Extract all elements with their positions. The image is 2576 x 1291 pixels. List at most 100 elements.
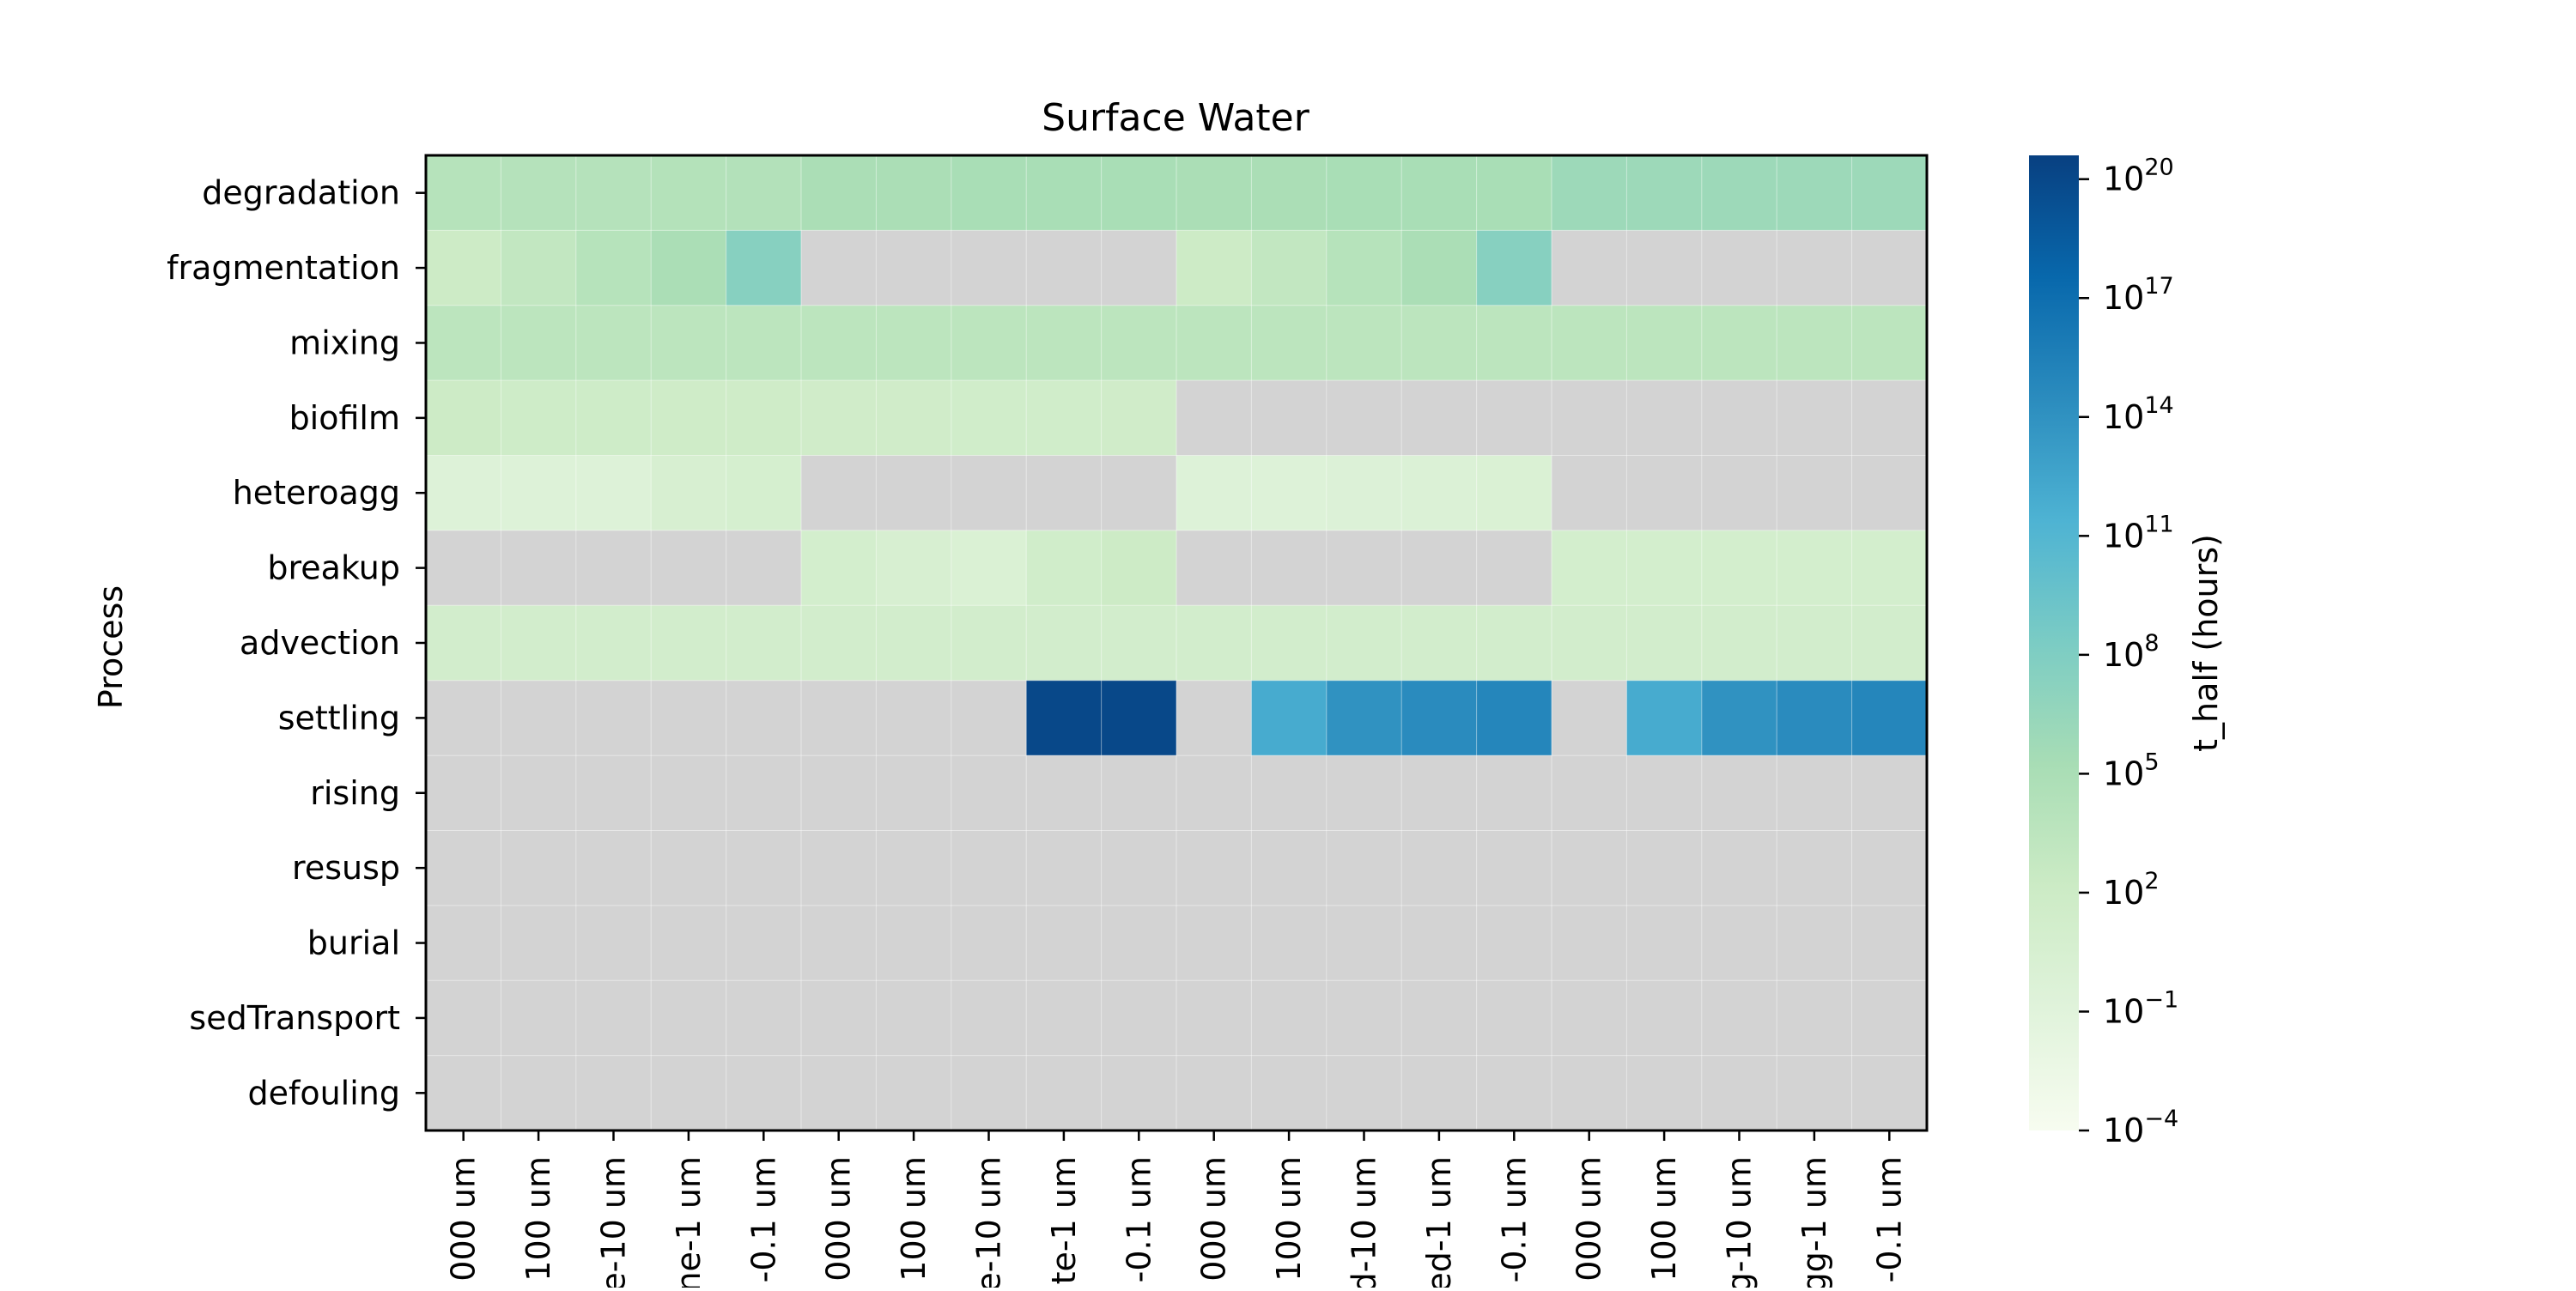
heatmap-cell — [1101, 305, 1177, 381]
row-label: fragmentation — [167, 249, 400, 287]
heatmap-cell — [1851, 380, 1928, 457]
heatmap-cell — [726, 830, 802, 906]
heatmap-cell — [1026, 380, 1103, 457]
heatmap-cell — [1476, 380, 1552, 457]
heatmap-cell — [801, 755, 877, 831]
heatmap-cell — [1777, 380, 1853, 457]
heatmap-cell — [1626, 605, 1703, 682]
heatmap-cell — [1777, 605, 1853, 682]
heatmap-cell — [726, 980, 802, 1057]
column-label: 100 um — [519, 1156, 557, 1282]
column-label: e-10 um — [970, 1156, 1008, 1288]
column-label: ne-1 um — [670, 1156, 708, 1288]
heatmap-cell — [1701, 305, 1777, 381]
heatmap-cell — [1777, 680, 1853, 756]
column-label: gg-1 um — [1795, 1156, 1833, 1288]
heatmap-cell — [951, 455, 1027, 531]
heatmap-cell — [575, 380, 652, 457]
heatmap-cell — [726, 455, 802, 531]
column-label: 000 um — [1195, 1156, 1233, 1282]
heatmap-cell — [651, 755, 727, 831]
heatmap-cell — [1251, 605, 1327, 682]
colorbar-tick-label: 10−4 — [2103, 1106, 2178, 1149]
heatmap-cell — [1026, 455, 1103, 531]
heatmap-cell — [801, 605, 877, 682]
heatmap-cell — [1176, 830, 1252, 906]
row-label: settling — [278, 699, 400, 736]
heatmap-cell — [1326, 530, 1402, 606]
heatmap-cell — [1176, 455, 1252, 531]
heatmap-cell — [501, 155, 577, 231]
heatmap-cell — [1326, 305, 1402, 381]
heatmap-cell — [1777, 305, 1853, 381]
heatmap-cell — [1476, 605, 1552, 682]
heatmap-cell — [1851, 605, 1928, 682]
heatmap-cell — [1251, 980, 1327, 1057]
heatmap-cell — [1251, 830, 1327, 906]
heatmap-cell — [1401, 980, 1478, 1057]
heatmap-cell — [876, 155, 952, 231]
heatmap-cell — [1401, 455, 1478, 531]
colorbar-tick-label: 10−1 — [2103, 986, 2178, 1030]
heatmap-cell — [876, 680, 952, 756]
colorbar-tick-label: 108 — [2103, 630, 2160, 674]
colorbar-gradient — [2029, 155, 2079, 1130]
heatmap-cell — [426, 680, 501, 756]
heatmap-cell — [951, 1055, 1027, 1131]
heatmap-cell — [1701, 755, 1777, 831]
heatmap-cell — [1626, 530, 1703, 606]
heatmap-cell — [1777, 230, 1853, 306]
heatmap-cell — [951, 680, 1027, 756]
heatmap-cell — [1552, 455, 1627, 531]
heatmap-cell — [651, 530, 727, 606]
heatmap-cell — [426, 305, 501, 381]
row-label: burial — [307, 924, 400, 962]
heatmap-cell — [801, 680, 877, 756]
column-label: 100 um — [1645, 1156, 1683, 1282]
heatmap-cell — [1026, 755, 1103, 831]
heatmap-cell — [1101, 680, 1177, 756]
row-label: rising — [310, 774, 400, 812]
heatmap-cell — [1251, 905, 1327, 981]
row-label: degradation — [202, 174, 400, 212]
heatmap-cell — [876, 905, 952, 981]
heatmap-cell — [426, 980, 501, 1057]
heatmap-cell — [1026, 155, 1103, 231]
heatmap-cell — [1552, 380, 1627, 457]
column-label: 100 um — [895, 1156, 933, 1282]
heatmap-cell — [1476, 830, 1552, 906]
heatmap-cell — [1701, 530, 1777, 606]
heatmap-cell — [575, 980, 652, 1057]
heatmap-cell — [726, 755, 802, 831]
heatmap-cell — [426, 230, 501, 306]
heatmap-cell — [1777, 155, 1853, 231]
heatmap-cell — [651, 830, 727, 906]
heatmap-cell — [1476, 1055, 1552, 1131]
heatmap-cell — [1101, 230, 1177, 306]
heatmap-cell — [575, 455, 652, 531]
heatmap-cell — [651, 605, 727, 682]
heatmap-cell — [1777, 755, 1853, 831]
heatmap-cell — [501, 680, 577, 756]
heatmap-cell — [501, 305, 577, 381]
column-label: te-1 um — [1045, 1156, 1083, 1284]
heatmap-cell — [1552, 905, 1627, 981]
heatmap-cell — [426, 380, 501, 457]
column-label: -0.1 um — [1120, 1156, 1157, 1282]
heatmap-cell — [1401, 380, 1478, 457]
heatmap-cell — [575, 305, 652, 381]
heatmap-cell — [801, 980, 877, 1057]
heatmap-cell — [1251, 755, 1327, 831]
heatmap-cell — [1701, 830, 1777, 906]
heatmap-cell — [1626, 680, 1703, 756]
heatmap-cell — [1552, 830, 1627, 906]
heatmap-cell — [1101, 905, 1177, 981]
heatmap-cell — [876, 230, 952, 306]
heatmap-cell — [1701, 905, 1777, 981]
column-label: 000 um — [820, 1156, 858, 1282]
heatmap-cell — [1326, 455, 1402, 531]
heatmap-cell — [1026, 980, 1103, 1057]
heatmap-cell — [1777, 905, 1853, 981]
heatmap-cell — [426, 605, 501, 682]
colorbar-tick-label: 102 — [2103, 868, 2160, 912]
